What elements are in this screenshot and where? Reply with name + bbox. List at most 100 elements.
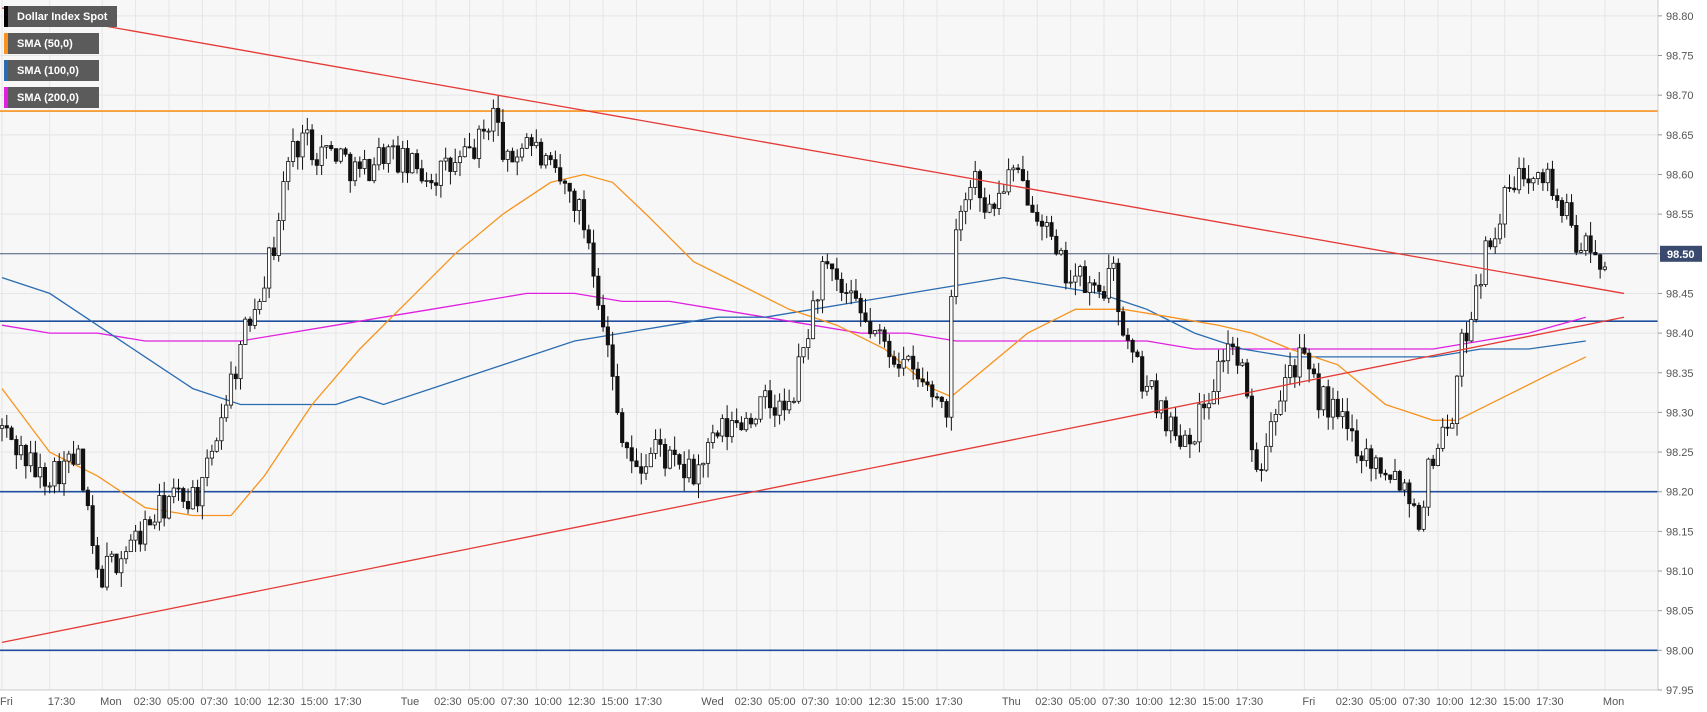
candle-body: [128, 539, 133, 553]
candle-body: [1402, 482, 1407, 491]
x-tick-label: 15:00: [1202, 696, 1230, 708]
candle-body: [725, 418, 730, 438]
candle-body: [586, 229, 591, 244]
candle-body: [992, 203, 997, 209]
candle-body: [553, 159, 558, 169]
candle-body: [1421, 506, 1426, 530]
x-tick-label: 17:30: [935, 696, 963, 708]
y-tick-label: 98.80: [1666, 11, 1694, 23]
candle-body: [319, 146, 324, 166]
x-axis-ticks: Fri 17:30 Mon 02:30 05:00 07:30 10:00 12:30 15:0…: [0, 696, 1624, 708]
candle-body: [1249, 395, 1254, 451]
candle-body: [930, 384, 935, 398]
candle-body: [1054, 235, 1059, 255]
x-tick-label: 12:30: [1469, 696, 1497, 708]
x-tick-label: 12:30: [868, 696, 896, 708]
x-tick-label: 07:30: [1403, 696, 1431, 708]
candle-body: [391, 145, 396, 148]
x-tick-label: 05:00: [768, 696, 796, 708]
candle-body: [496, 107, 501, 123]
candle-body: [1149, 380, 1154, 387]
candle-body: [262, 287, 267, 302]
candle-body: [1378, 457, 1383, 474]
candle-body: [85, 489, 90, 507]
candle-body: [185, 501, 191, 510]
candle-body: [1235, 346, 1240, 366]
candle-body: [414, 153, 420, 170]
candle-body: [734, 420, 739, 424]
candle-body: [1187, 434, 1192, 445]
candle-body: [1183, 434, 1188, 447]
candle-body: [1593, 252, 1598, 256]
candle-body: [1521, 167, 1526, 180]
legend-item-sma-100: SMA (100,0): [4, 60, 99, 81]
candle-body: [1598, 254, 1603, 270]
candle-body: [1097, 284, 1102, 292]
x-tick-label: 12:30: [267, 696, 295, 708]
candle-body: [1297, 347, 1302, 378]
x-tick-label: 17:30: [634, 696, 662, 708]
candle-body: [1345, 411, 1350, 430]
candle-body: [834, 268, 839, 280]
y-tick-label: 98.20: [1666, 487, 1694, 499]
candle-body: [1130, 339, 1135, 353]
candle-body: [1416, 504, 1421, 530]
candle-body: [801, 347, 806, 358]
candle-body: [1106, 268, 1111, 299]
x-tick-label: 15:00: [601, 696, 629, 708]
candle-body: [1474, 285, 1479, 320]
candle-body: [519, 147, 525, 158]
x-tick-label: 02:30: [735, 696, 763, 708]
candle-body: [352, 161, 358, 182]
candle-body: [648, 453, 653, 468]
candle-body: [338, 148, 343, 162]
candle-body: [1431, 458, 1436, 466]
candle-body: [1059, 249, 1064, 255]
candle-body: [1507, 187, 1512, 189]
candle-body: [166, 496, 172, 519]
candle-body: [104, 555, 110, 588]
candle-body: [329, 145, 334, 150]
candle-body: [1001, 191, 1006, 194]
candle-body: [42, 467, 48, 487]
candle-body: [400, 147, 405, 173]
candle-body: [410, 153, 415, 174]
candle-body: [1044, 222, 1049, 227]
x-tick-label: 15:00: [902, 696, 930, 708]
candle-body: [109, 553, 114, 557]
candle-body: [1273, 414, 1278, 423]
candle-body: [1116, 262, 1121, 313]
candle-body: [1483, 240, 1488, 285]
x-tick-label: 12:30: [1169, 696, 1197, 708]
current-price-tag: 98.50: [1660, 245, 1702, 262]
candle-body: [667, 449, 672, 469]
sma-200-line: [1, 292, 1586, 350]
candle-body: [639, 466, 644, 474]
candle-body: [138, 530, 143, 545]
candle-body: [457, 156, 463, 163]
x-tick-label: 17:30: [1536, 696, 1564, 708]
candle-body: [825, 261, 830, 265]
candle-body: [324, 145, 329, 148]
candle-body: [1512, 187, 1517, 191]
legend-item-sma-50: SMA (50,0): [4, 33, 99, 54]
candle-body: [209, 450, 214, 459]
candle-body: [944, 401, 949, 418]
y-tick-label: 98.15: [1666, 526, 1694, 538]
candle-body: [887, 340, 892, 358]
x-tick-label: Tue: [401, 696, 420, 708]
candle-body: [1283, 377, 1288, 402]
candle-body: [1163, 400, 1169, 432]
candle-body: [1068, 281, 1073, 284]
candle-body: [915, 368, 921, 380]
candle-body: [1559, 200, 1565, 216]
candle-body: [1445, 426, 1450, 429]
candle-body: [715, 432, 720, 437]
candle-body: [620, 412, 625, 444]
candle-body: [1359, 455, 1364, 462]
legend-item-sma-200: SMA (200,0): [4, 87, 99, 108]
candle-body: [1020, 169, 1025, 181]
candle-body: [1493, 238, 1498, 248]
candle-body: [500, 121, 505, 160]
